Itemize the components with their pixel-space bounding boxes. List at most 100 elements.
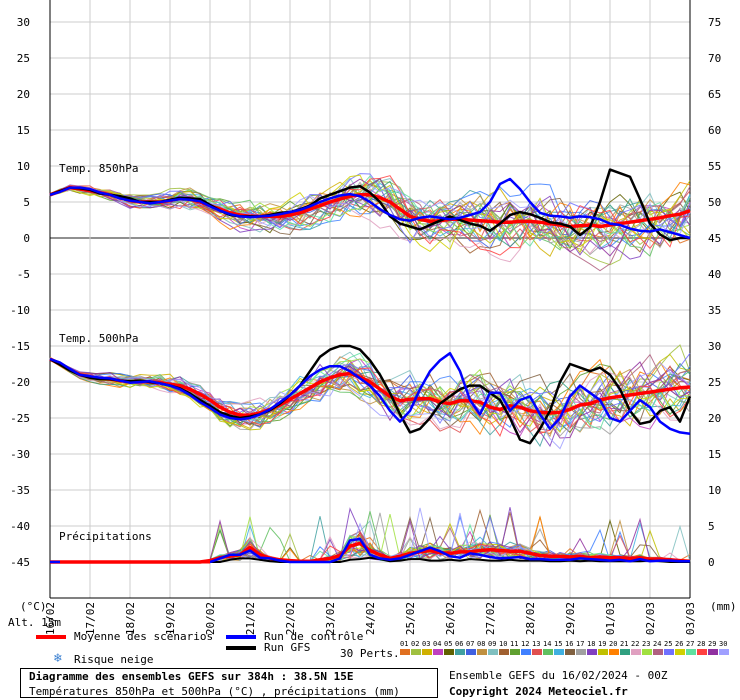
- pert-swatch: [532, 649, 542, 655]
- right-unit-label: (mm): [710, 600, 737, 613]
- left-tick-label: -45: [10, 556, 30, 569]
- right-tick-label: 75: [708, 16, 721, 29]
- pert-500: [49, 357, 691, 434]
- right-tick-label: 55: [708, 160, 721, 173]
- series-line: [49, 177, 691, 240]
- pert-swatch: [620, 649, 630, 655]
- pert-swatch: [466, 649, 476, 655]
- pert-number: 16: [565, 640, 573, 648]
- pert-number: 18: [587, 640, 595, 648]
- right-tick-label: 40: [708, 268, 721, 281]
- series-line: [49, 351, 691, 436]
- pert-number: 04: [433, 640, 441, 648]
- left-tick-label: -40: [10, 520, 30, 533]
- pert-number: 07: [466, 640, 474, 648]
- right-tick-label: 60: [708, 124, 721, 137]
- pert-swatch: [642, 649, 652, 655]
- right-tick-label: 50: [708, 196, 721, 209]
- right-tick-label: 15: [708, 448, 721, 461]
- right-tick-label: 0: [708, 556, 715, 569]
- right-tick-label: 30: [708, 340, 721, 353]
- date-tick-label: 02/03: [644, 602, 657, 635]
- pert-number: 23: [642, 640, 650, 648]
- pert-swatch: [510, 649, 520, 655]
- pert-swatch: [543, 649, 553, 655]
- pert-number: 01: [400, 640, 408, 648]
- pert-number: 29: [708, 640, 716, 648]
- pert-swatch: [433, 649, 443, 655]
- left-tick-label: -20: [10, 376, 30, 389]
- legend-perts-label: 30 Perts.: [340, 647, 400, 660]
- pert-number: 12: [521, 640, 529, 648]
- date-tick-label: 20/02: [204, 602, 217, 635]
- pert-number: 02: [411, 640, 419, 648]
- date-tick-label: 19/02: [164, 602, 177, 635]
- pert-number: 24: [653, 640, 661, 648]
- pert-number: 03: [422, 640, 430, 648]
- pert-swatch: [653, 649, 663, 655]
- pert-swatch: [422, 649, 432, 655]
- right-tick-label: 35: [708, 304, 721, 317]
- left-tick-label: -10: [10, 304, 30, 317]
- pert-number: 14: [543, 640, 551, 648]
- pert-number: 10: [499, 640, 507, 648]
- section-label-precip: Précipitations: [59, 530, 152, 543]
- pert-swatch: [697, 649, 707, 655]
- pert-swatch: [455, 649, 465, 655]
- left-tick-label: -35: [10, 484, 30, 497]
- date-tick-label: 25/02: [404, 602, 417, 635]
- pert-swatch: [609, 649, 619, 655]
- left-tick-label: -25: [10, 412, 30, 425]
- date-tick-label: 24/02: [364, 602, 377, 635]
- date-tick-label: 21/02: [244, 602, 257, 635]
- date-tick-label: 29/02: [564, 602, 577, 635]
- chart-title: Diagramme des ensembles GEFS sur 384h : …: [29, 670, 354, 683]
- pert-number: 25: [664, 640, 672, 648]
- pert-850: [49, 184, 691, 242]
- snowflake-icon: ❄: [54, 651, 62, 666]
- pert-number: 17: [576, 640, 584, 648]
- pert-swatch: [499, 649, 509, 655]
- copyright: Copyright 2024 Meteociel.fr: [449, 685, 628, 698]
- right-tick-label: 5: [708, 520, 715, 533]
- altitude-label: Alt. 15m: [8, 616, 61, 629]
- right-tick-label: 10: [708, 484, 721, 497]
- legend-mean-label: Moyenne des scénarios: [74, 630, 214, 643]
- right-tick-label: 45: [708, 232, 721, 245]
- date-tick-label: 17/02: [84, 602, 97, 635]
- legend-control-label: Run de contrôle: [264, 630, 364, 643]
- pert-number: 08: [477, 640, 485, 648]
- pert-swatch: [488, 649, 498, 655]
- pert-swatch: [576, 649, 586, 655]
- date-tick-label: 27/02: [484, 602, 497, 635]
- date-tick-label: 28/02: [524, 602, 537, 635]
- left-tick-label: 10: [17, 160, 30, 173]
- date-tick-label: 18/02: [124, 602, 137, 635]
- pert-number: 26: [675, 640, 683, 648]
- pert-swatch: [719, 649, 729, 655]
- pert-swatch: [675, 649, 685, 655]
- pert-number: 13: [532, 640, 540, 648]
- pert-swatch: [400, 649, 410, 655]
- pert-swatch: [565, 649, 575, 655]
- left-tick-label: -30: [10, 448, 30, 461]
- pert-number: 09: [488, 640, 496, 648]
- left-tick-label: 30: [17, 16, 30, 29]
- date-tick-label: 23/02: [324, 602, 337, 635]
- right-tick-label: 20: [708, 412, 721, 425]
- right-tick-label: 25: [708, 376, 721, 389]
- pert-number: 28: [697, 640, 705, 648]
- chart-subtitle: Températures 850hPa et 500hPa (°C) , pré…: [29, 685, 400, 698]
- date-tick-label: 16/02: [44, 602, 57, 635]
- ensemble-run-info: Ensemble GEFS du 16/02/2024 - 00Z: [449, 669, 668, 682]
- pert-swatch: [521, 649, 531, 655]
- left-tick-label: 25: [17, 52, 30, 65]
- pert-swatch: [554, 649, 564, 655]
- pert-swatch: [477, 649, 487, 655]
- pert-number: 19: [598, 640, 606, 648]
- pert-swatch: [411, 649, 421, 655]
- pert-swatch: [664, 649, 674, 655]
- pert-number: 22: [631, 640, 639, 648]
- pert-swatch: [587, 649, 597, 655]
